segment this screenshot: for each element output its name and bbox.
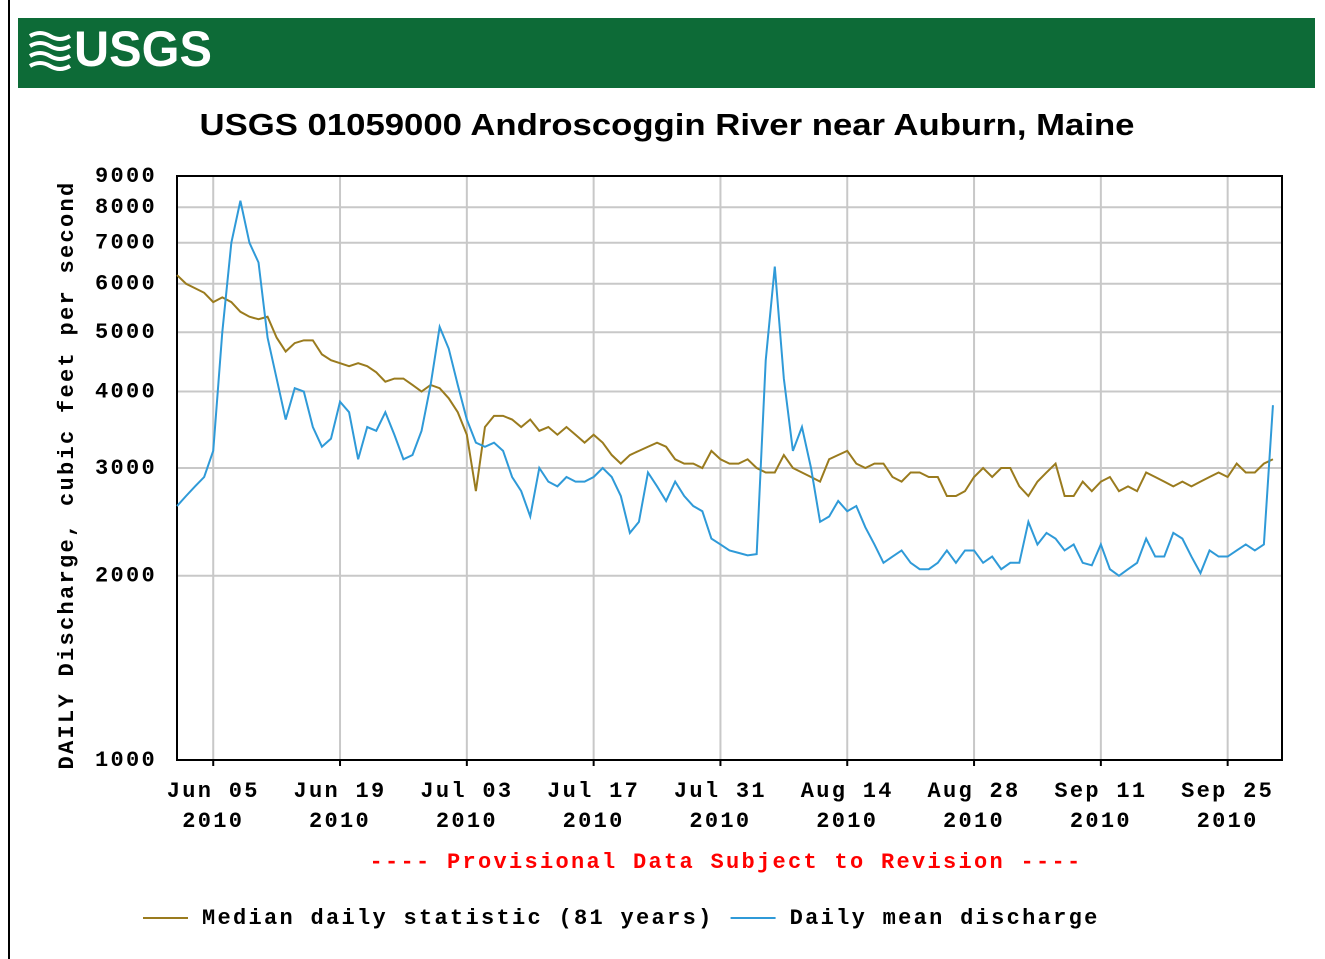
x-tick-label: Jul 31: [674, 779, 767, 804]
legend-label: Daily mean discharge: [790, 906, 1100, 931]
x-tick-label: 2010: [563, 809, 625, 834]
y-tick-label: 4000: [95, 379, 157, 404]
x-tick-label: Sep 25: [1181, 779, 1274, 804]
y-tick-label: 2000: [95, 564, 157, 589]
x-tick-label: Jul 17: [547, 779, 640, 804]
y-tick-label: 6000: [95, 272, 157, 297]
header-bar: [18, 18, 1315, 88]
y-tick-label: 9000: [95, 164, 157, 189]
y-tick-label: 7000: [95, 231, 157, 256]
y-tick-label: 3000: [95, 456, 157, 481]
data-line: [176, 274, 1274, 498]
x-tick-label: Aug 14: [801, 779, 894, 804]
data-line: [176, 200, 1274, 578]
x-tick-label: 2010: [816, 809, 878, 834]
x-tick-label: Jul 03: [420, 779, 513, 804]
x-tick-label: Jun 19: [294, 779, 387, 804]
x-tick-label: 2010: [436, 809, 498, 834]
x-tick-label: 2010: [309, 809, 371, 834]
x-tick-label: 2010: [943, 809, 1005, 834]
x-tick-label: 2010: [689, 809, 751, 834]
x-tick-label: Aug 28: [928, 779, 1021, 804]
x-tick-label: 2010: [182, 809, 244, 834]
y-tick-label: 1000: [95, 748, 157, 773]
y-axis-label: DAILY Discharge, cubic feet per second: [55, 180, 80, 769]
provisional-note: ---- Provisional Data Subject to Revisio…: [369, 850, 1082, 875]
x-tick-label: 2010: [1197, 809, 1259, 834]
y-tick-label: 5000: [95, 320, 157, 345]
logo-text: USGS: [74, 21, 212, 77]
x-tick-label: Sep 11: [1054, 779, 1147, 804]
legend-label: Median daily statistic (81 years): [202, 906, 714, 931]
logo-icon: [28, 31, 72, 71]
plot-frame: [176, 175, 1283, 761]
chart-title: USGS 01059000 Androscoggin River near Au…: [200, 107, 1135, 142]
y-tick-label: 8000: [95, 195, 157, 220]
x-tick-label: 2010: [1070, 809, 1132, 834]
x-tick-label: Jun 05: [167, 779, 260, 804]
